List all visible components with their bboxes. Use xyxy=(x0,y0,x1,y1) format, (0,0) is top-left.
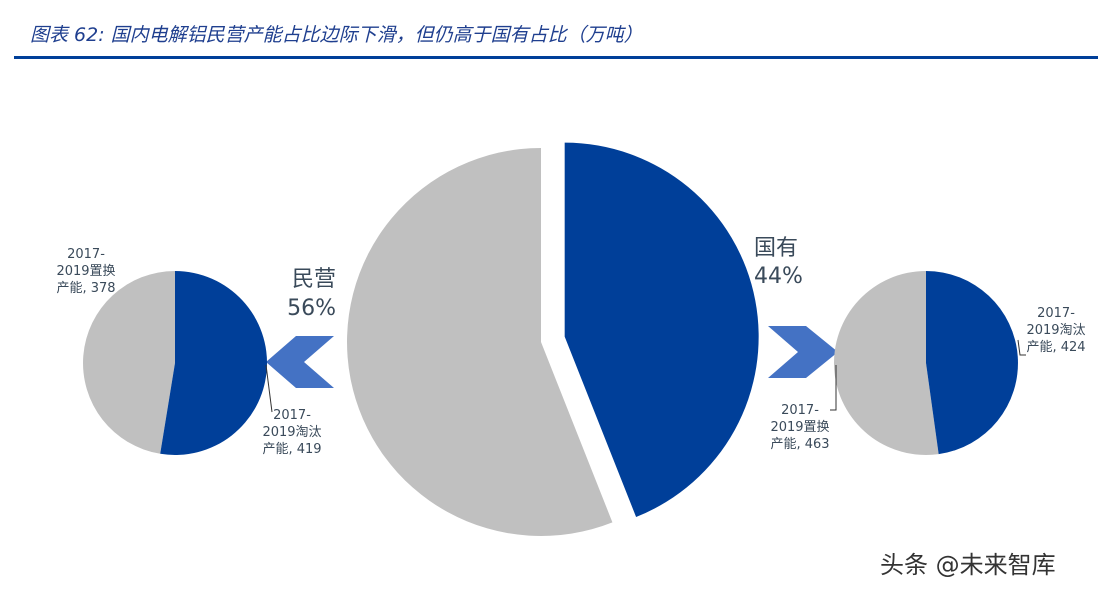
right-pie: 2017-2019淘汰产能, 424 2017-2019置换产能, 463 xyxy=(770,271,1086,455)
watermark: 头条 @未来智库 xyxy=(880,551,1056,579)
pie-slice-eliminated-left xyxy=(160,271,268,456)
title-rule xyxy=(14,56,1098,59)
leader-line-left xyxy=(265,364,273,413)
slice-label-replacement-left: 2017-2019置换产能, 378 xyxy=(56,247,115,296)
slice-percent-state: 44% xyxy=(754,264,803,289)
arrow-right xyxy=(768,326,838,378)
figure-title: 图表 62: 国内电解铝民营产能占比边际下滑，但仍高于国有占比（万吨） xyxy=(30,24,643,46)
slice-label-eliminated-right: 2017-2019淘汰产能, 424 xyxy=(1026,306,1085,355)
slice-label-replacement-right: 2017-2019置换产能, 463 xyxy=(770,403,829,452)
slice-label-state: 国有 xyxy=(754,236,798,261)
leader-line-right-top xyxy=(1017,339,1026,356)
slice-percent-private: 56% xyxy=(287,296,336,321)
pie-slice-private xyxy=(347,148,613,536)
slice-label-eliminated-left: 2017-2019淘汰产能, 419 xyxy=(262,408,321,457)
leader-line-right-bottom xyxy=(830,365,837,411)
pie-slice-replacement-left xyxy=(83,271,175,454)
main-pie: 国有 44% 民营 56% xyxy=(287,142,803,536)
slice-label-private: 民营 xyxy=(292,267,336,292)
arrow-left xyxy=(266,336,334,388)
left-pie: 2017-2019淘汰产能, 419 2017-2019置换产能, 378 xyxy=(56,247,321,457)
pie-slice-state xyxy=(564,142,759,517)
pie-slice-replacement-right xyxy=(833,271,939,455)
pie-slice-eliminated-right xyxy=(926,271,1018,455)
